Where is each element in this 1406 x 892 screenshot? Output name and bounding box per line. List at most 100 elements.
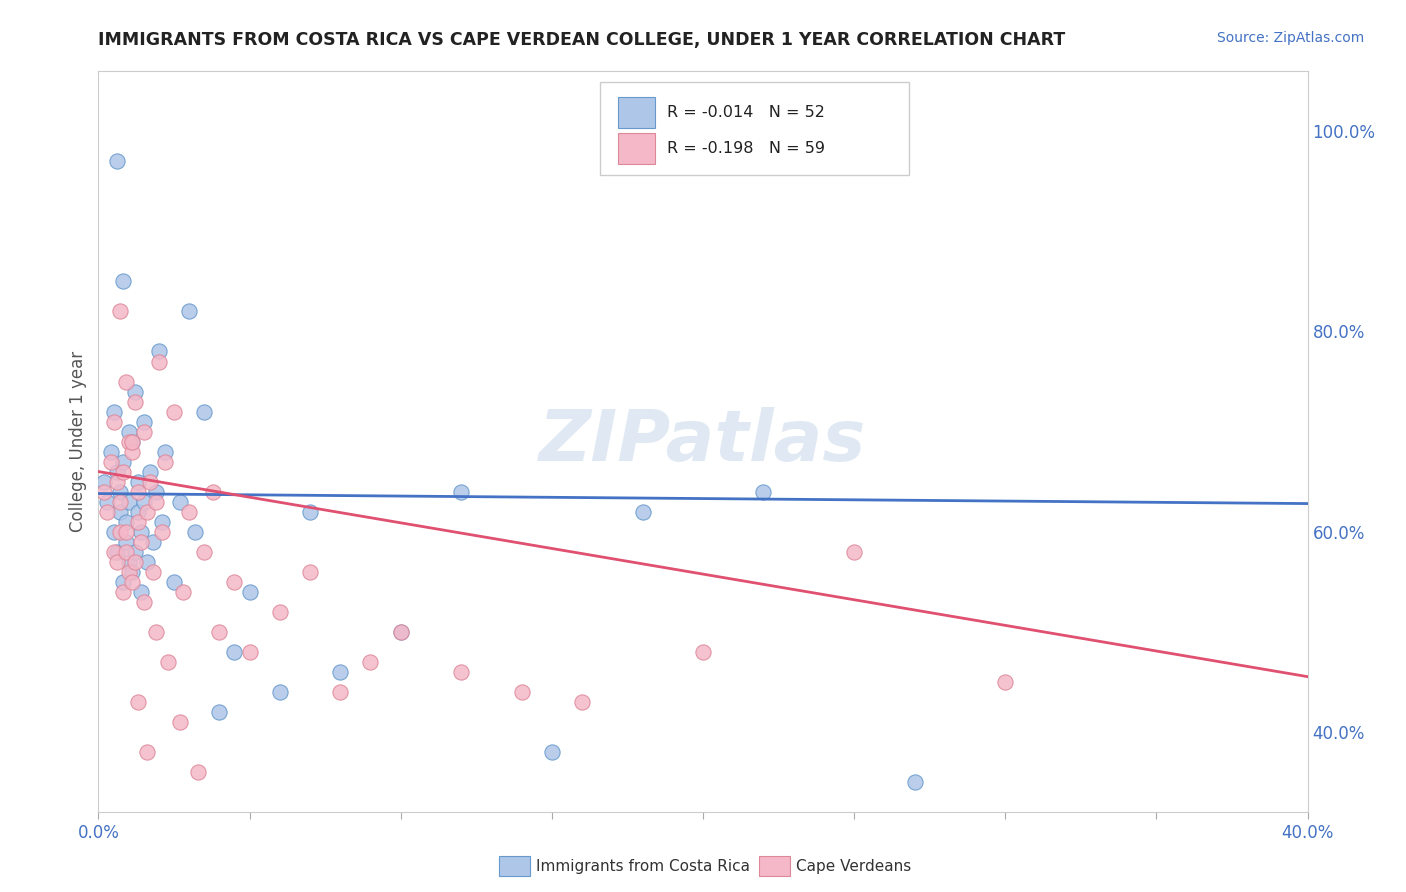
Point <box>269 684 291 698</box>
Point <box>142 534 165 549</box>
Point <box>148 354 170 368</box>
Point <box>111 275 134 289</box>
Point <box>844 544 866 558</box>
Point <box>135 555 157 569</box>
Point <box>121 565 143 579</box>
Point <box>111 465 134 479</box>
Point <box>179 304 201 318</box>
Point <box>124 544 146 558</box>
Point <box>114 524 136 539</box>
Point <box>111 454 134 468</box>
Point <box>127 515 149 529</box>
Text: Immigrants from Costa Rica: Immigrants from Costa Rica <box>536 859 749 873</box>
Point <box>121 574 143 589</box>
Point <box>100 444 122 458</box>
Point <box>153 444 176 458</box>
Point <box>184 524 207 539</box>
Point <box>540 745 562 759</box>
Point <box>329 684 352 698</box>
Point <box>103 524 125 539</box>
Point <box>132 415 155 429</box>
Point <box>114 534 136 549</box>
Point <box>169 494 191 508</box>
Point <box>105 465 128 479</box>
Y-axis label: College, Under 1 year: College, Under 1 year <box>69 351 87 533</box>
Point <box>752 484 775 499</box>
Point <box>108 524 131 539</box>
Point <box>118 494 141 508</box>
Point <box>103 544 125 558</box>
Text: Source: ZipAtlas.com: Source: ZipAtlas.com <box>1216 31 1364 45</box>
Point <box>132 594 155 608</box>
Text: IMMIGRANTS FROM COSTA RICA VS CAPE VERDEAN COLLEGE, UNDER 1 YEAR CORRELATION CHA: IMMIGRANTS FROM COSTA RICA VS CAPE VERDE… <box>98 31 1066 49</box>
Point <box>692 645 714 659</box>
Point <box>108 304 131 318</box>
Point <box>135 745 157 759</box>
Point <box>239 645 262 659</box>
Point <box>129 524 152 539</box>
Point <box>96 505 118 519</box>
FancyBboxPatch shape <box>619 133 655 164</box>
Point <box>208 705 231 719</box>
Point <box>118 555 141 569</box>
Point <box>127 695 149 709</box>
Point <box>135 505 157 519</box>
Point <box>124 555 146 569</box>
FancyBboxPatch shape <box>600 82 908 175</box>
Point <box>105 154 128 169</box>
Point <box>150 524 173 539</box>
Point <box>169 714 191 729</box>
Point <box>389 624 412 639</box>
Text: R = -0.198   N = 59: R = -0.198 N = 59 <box>666 141 825 156</box>
Point <box>994 674 1017 689</box>
Point <box>163 404 186 418</box>
Point <box>360 655 382 669</box>
Point <box>118 434 141 449</box>
Text: Cape Verdeans: Cape Verdeans <box>796 859 911 873</box>
Point <box>224 574 246 589</box>
Point <box>224 645 246 659</box>
Point <box>156 655 179 669</box>
Point <box>299 565 322 579</box>
Point <box>450 665 472 679</box>
Point <box>118 565 141 579</box>
Point <box>571 695 593 709</box>
Point <box>193 544 215 558</box>
Point <box>105 475 128 489</box>
Point <box>124 384 146 399</box>
Point <box>129 534 152 549</box>
Point <box>139 475 162 489</box>
Point <box>108 484 131 499</box>
Point <box>127 505 149 519</box>
Point <box>111 574 134 589</box>
Point <box>124 394 146 409</box>
Point <box>108 505 131 519</box>
Point <box>208 624 231 639</box>
Point <box>129 584 152 599</box>
Point <box>93 475 115 489</box>
Point <box>121 444 143 458</box>
Point <box>121 434 143 449</box>
FancyBboxPatch shape <box>619 97 655 128</box>
Point <box>179 505 201 519</box>
Point <box>111 584 134 599</box>
Point <box>108 494 131 508</box>
Point <box>153 454 176 468</box>
Point <box>145 624 167 639</box>
Point <box>114 375 136 389</box>
Point <box>172 584 194 599</box>
Point <box>105 555 128 569</box>
Point <box>299 505 322 519</box>
Point <box>329 665 352 679</box>
Point <box>389 624 412 639</box>
Point <box>631 505 654 519</box>
Point <box>93 484 115 499</box>
Point <box>202 484 225 499</box>
Point <box>121 434 143 449</box>
Point <box>904 774 927 789</box>
Point <box>103 404 125 418</box>
Point <box>148 344 170 359</box>
Point <box>145 494 167 508</box>
Point <box>150 515 173 529</box>
Point <box>145 484 167 499</box>
